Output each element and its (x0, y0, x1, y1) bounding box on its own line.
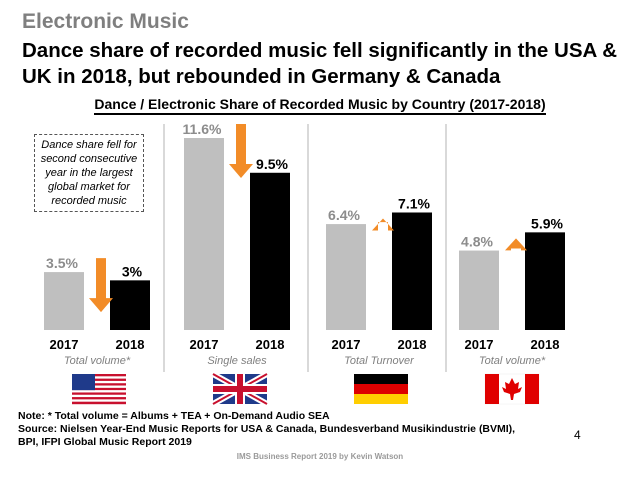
uk-flag-cross-red (213, 386, 267, 392)
measure-label: Total volume* (64, 355, 131, 367)
canada-flag-band (485, 374, 499, 404)
x-tick-label: 2017 (190, 337, 219, 352)
bar-chart: 3.5% 3% 2017 2018 Total volume* 11.6% 9.5% 2017… (44, 121, 565, 407)
source-line-2: BPI, IFPI Global Music Report 2019 (18, 436, 192, 448)
x-tick-label: 2018 (256, 337, 285, 352)
data-label-2018: 9.5% (256, 156, 288, 172)
callout-box: Dance share fell for second consecutive … (34, 134, 144, 212)
bar-2018 (525, 232, 565, 330)
germany-flag-icon (354, 374, 408, 384)
usa-flag-icon (72, 374, 95, 391)
kicker-title: Electronic Music (22, 10, 189, 33)
bar-2018 (110, 280, 150, 330)
usa-flag-stripe (72, 392, 126, 395)
data-label-2017: 11.6% (183, 121, 222, 137)
page-number: 4 (574, 428, 581, 442)
headline: Dance share of recorded music fell signi… (22, 39, 618, 88)
bar-2017 (459, 250, 499, 330)
up-arrow-icon (505, 238, 527, 251)
maple-leaf-icon (502, 378, 522, 400)
x-tick-label: 2017 (465, 337, 494, 352)
chart-title: Dance / Electronic Share of Recorded Mus… (94, 96, 546, 115)
data-label-2017: 3.5% (46, 255, 78, 271)
usa-flag-stripe (72, 387, 126, 391)
x-tick-label: 2017 (50, 337, 79, 352)
usa-flag-stripe (72, 385, 126, 389)
notes: Note: * Total volume = Albums + TEA + On… (18, 410, 515, 449)
down-arrow-icon (229, 124, 253, 179)
note-line: Note: * Total volume = Albums + TEA + On… (18, 410, 330, 422)
usa-flag-stripe (72, 399, 126, 402)
down-arrow-icon (89, 258, 113, 313)
chart-title-wrap: Dance / Electronic Share of Recorded Mus… (0, 96, 640, 115)
usa-flag-stripe (72, 378, 126, 382)
bar-2018 (392, 212, 432, 330)
usa-flag-stripe (72, 394, 126, 398)
bar-2017 (44, 272, 84, 330)
x-tick-label: 2018 (398, 337, 427, 352)
germany-flag-stripe (354, 384, 408, 394)
x-tick-label: 2018 (116, 337, 145, 352)
usa-flag-stripe (72, 383, 126, 386)
bar-2018 (250, 172, 290, 330)
bar-2017 (326, 224, 366, 330)
data-label-2017: 4.8% (461, 234, 493, 250)
x-tick-label: 2017 (332, 337, 361, 352)
usa-flag-stripe (72, 390, 126, 393)
data-label-2018: 7.1% (398, 195, 430, 211)
source-line-1: Source: Nielsen Year-End Music Reports f… (18, 423, 516, 435)
up-arrow-icon (372, 218, 394, 231)
measure-label: Single sales (207, 355, 267, 367)
canada-flag-band (525, 374, 539, 404)
data-label-2018: 3% (122, 263, 143, 279)
measure-label: Total volume* (479, 355, 546, 367)
footer: IMS Business Report 2019 by Kevin Watson (236, 452, 404, 461)
bar-2017 (184, 138, 224, 330)
x-tick-label: 2018 (531, 337, 560, 352)
data-label-2018: 5.9% (531, 215, 563, 231)
usa-flag-stripe (72, 376, 126, 379)
measure-label: Total Turnover (344, 355, 415, 367)
usa-flag-stripe (72, 374, 126, 377)
germany-flag-stripe (354, 394, 408, 404)
usa-flag-stripe (72, 380, 126, 384)
usa-flag-stripe (72, 397, 126, 400)
data-label-2017: 6.4% (328, 207, 360, 223)
usa-flag-stripe (72, 401, 126, 405)
